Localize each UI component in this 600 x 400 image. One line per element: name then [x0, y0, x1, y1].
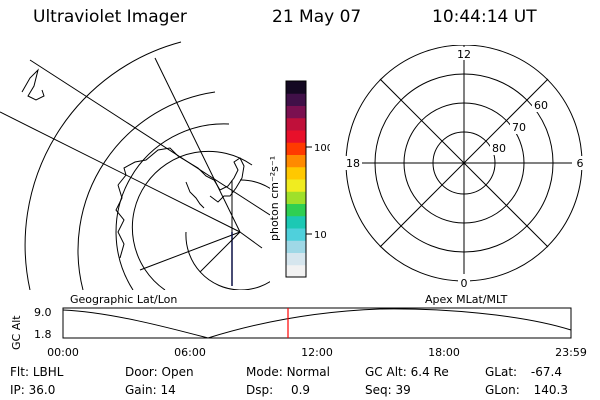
status-seq: Seq: 39 — [365, 383, 411, 397]
status-gain-value: 14 — [160, 383, 176, 397]
instrument-title: Ultraviolet Imager — [33, 7, 187, 27]
colorbar-tick-10: 10 — [314, 230, 327, 241]
colorbar-step — [286, 203, 306, 217]
colorbar-step — [286, 191, 306, 204]
status-dsp-label: Dsp: — [246, 383, 274, 397]
colorbar-step — [286, 117, 306, 131]
timeline-y-tick-low: 1.8 — [34, 328, 52, 341]
status-seq-value: 39 — [395, 383, 411, 397]
timeline-x-tick-1800: 18:00 — [428, 346, 460, 359]
status-glon: GLon: 140.3 — [485, 383, 568, 397]
colorbar-ticks — [306, 146, 312, 235]
status-glat-label: GLat: — [485, 365, 518, 379]
status-seq-label: Seq: — [365, 383, 392, 397]
colorbar-step — [286, 93, 306, 106]
status-door-value: Open — [161, 365, 194, 379]
colorbar-step — [286, 264, 306, 278]
status-mode: Mode: Normal — [246, 365, 330, 379]
colorbar-gradient — [286, 81, 306, 278]
timeline-x-tick-1200: 12:00 — [301, 346, 333, 359]
mlat-label-60: 60 — [534, 99, 548, 112]
altitude-curve — [62, 308, 572, 339]
polar-plot-label: Apex MLat/MLT — [425, 293, 508, 306]
colorbar-unit-label: photon cm⁻²s⁻¹ — [268, 156, 281, 241]
status-door: Door: Open — [125, 365, 194, 379]
mlt-label-0: 0 — [461, 277, 468, 290]
timeline-y-tick-high: 9.0 — [34, 306, 52, 319]
time-label: 10:44:14 UT — [432, 7, 537, 27]
status-glon-label: GLon: — [485, 383, 520, 397]
colorbar-step — [286, 252, 306, 266]
geographic-map-label: Geographic Lat/Lon — [70, 293, 178, 306]
colorbar-step — [286, 179, 306, 192]
date-label: 21 May 07 — [272, 7, 362, 27]
status-glon-value: 140.3 — [533, 383, 568, 397]
timeline-x-tick-2359: 23:59 — [555, 346, 587, 359]
timeline-x-tick-0600: 06:00 — [174, 346, 206, 359]
status-gain-label: Gain: — [125, 383, 157, 397]
status-door-label: Door: — [125, 365, 158, 379]
colorbar-step — [286, 228, 306, 241]
timeline-frame — [62, 307, 572, 339]
orbit-altitude-timeline: GC Alt 9.0 1.8 00:00 06:00 12:00 18:00 2… — [10, 306, 587, 359]
colorbar-step — [286, 240, 306, 253]
colorbar-step — [286, 215, 306, 229]
timeline-y-axis-label: GC Alt — [10, 315, 23, 350]
mlat-label-80: 80 — [492, 142, 506, 155]
status-glat: GLat: -67.4 — [485, 365, 562, 379]
status-dsp: Dsp: 0.9 — [246, 383, 310, 397]
timeline-x-tick-0000: 00:00 — [47, 346, 79, 359]
status-gc-alt: GC Alt: 6.4 Re — [365, 365, 449, 379]
status-filter-label: Flt: — [10, 365, 29, 379]
status-ip-value: 36.0 — [28, 383, 56, 397]
status-dsp-value: 0.9 — [290, 383, 311, 397]
status-gc-alt-value: 6.4 Re — [410, 365, 449, 379]
colorbar-step — [286, 130, 306, 143]
status-filter: Flt: LBHL — [10, 365, 63, 379]
intensity-colorbar: 100 10 photon cm⁻²s⁻¹ — [268, 80, 330, 278]
status-mode-value: Normal — [286, 365, 330, 379]
colorbar-step — [286, 81, 306, 94]
mlat-label-70: 70 — [512, 121, 526, 134]
mlt-label-12: 12 — [457, 48, 471, 61]
status-mode-label: Mode: — [246, 365, 283, 379]
colorbar-step — [286, 154, 306, 168]
colorbar-tick-100: 100 — [314, 143, 330, 154]
geographic-map — [0, 41, 270, 290]
colorbar-step — [286, 105, 306, 119]
status-gc-alt-label: GC Alt: — [365, 365, 407, 379]
colorbar-step — [286, 142, 306, 155]
status-filter-value: LBHL — [32, 365, 64, 379]
status-gain: Gain: 14 — [125, 383, 176, 397]
mlt-label-6: 6 — [577, 157, 584, 170]
status-ip-label: IP: — [10, 383, 25, 397]
status-glat-value: -67.4 — [530, 365, 562, 379]
status-ip: IP: 36.0 — [10, 383, 55, 397]
colorbar-step — [286, 166, 306, 180]
mlt-label-18: 18 — [346, 157, 360, 170]
polar-mlat-mlt-plot: 12 6 0 18 60 70 80 — [344, 45, 584, 290]
